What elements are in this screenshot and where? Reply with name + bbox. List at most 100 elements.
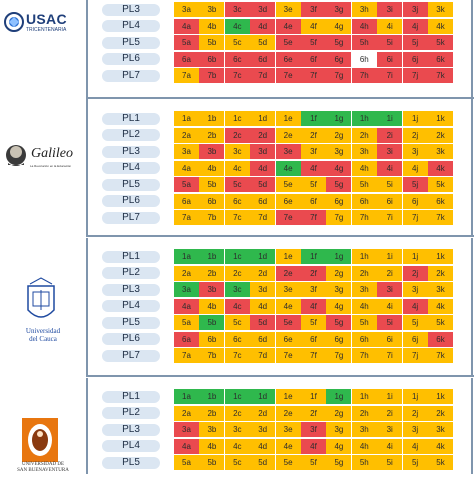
grid-cell: 4b: [199, 438, 225, 454]
grid-cell: 1a: [174, 249, 199, 264]
grid-cell: 4a: [174, 438, 199, 454]
grid-cell: 2h: [351, 405, 377, 421]
grid-cell: 7g: [326, 68, 352, 83]
grid-cell: 5f: [301, 315, 326, 330]
row-label-pl2: PL2: [102, 129, 160, 141]
divider-right: [471, 378, 473, 474]
grid-cell: 3i: [377, 2, 403, 17]
grid-cell: 5j: [402, 315, 428, 330]
row-label-pl6: PL6: [102, 333, 160, 345]
sanbuenaventura-logo: UNIVERSIDAD DE SAN BUENAVENTURA: [0, 378, 86, 474]
row-label-pl1: PL1: [102, 390, 160, 403]
grid-cell: 7h: [351, 68, 377, 83]
grid-cell: 1g: [326, 389, 352, 404]
grid-cell: 2f: [301, 265, 326, 281]
grid-cell: 3h: [351, 144, 377, 159]
grid-cell: 3b: [199, 422, 225, 437]
grid-cell: 2g: [326, 127, 352, 143]
sanbuenaventura-name-line2: SAN BUENAVENTURA: [17, 468, 69, 473]
grid-cell: 3c: [224, 422, 250, 437]
row-label-pl5: PL5: [102, 316, 160, 329]
panel-sanbuenaventura: UNIVERSIDAD DE SAN BUENAVENTURA PL1 1a 1b 1…: [0, 378, 474, 474]
grid-cell: 4d: [250, 160, 276, 176]
row-label-pl3: PL3: [102, 145, 160, 158]
grid-cell: 2a: [174, 265, 199, 281]
grid-cell: 5i: [377, 455, 403, 470]
grid-cell: 7k: [428, 210, 453, 225]
grid-cell: 1h: [351, 389, 377, 404]
grid-cell: 3h: [351, 2, 377, 17]
grid-cell: 3d: [250, 282, 276, 297]
grid-cell: 3e: [275, 282, 301, 297]
row-label-pl6: PL6: [102, 195, 160, 207]
row-label-pl7: PL7: [102, 69, 160, 82]
grid-cell: 1i: [377, 249, 403, 264]
grid-cell: 7i: [377, 68, 403, 83]
grid-cell: 6k: [428, 331, 453, 347]
sanbuenaventura-name-line1: UNIVERSIDAD DE: [21, 462, 65, 467]
grid-cell: 2h: [351, 265, 377, 281]
grid-cell: 6e: [275, 331, 301, 347]
grid-cell: 1e: [275, 111, 301, 126]
grid-cell: 2i: [377, 265, 403, 281]
grid-cell: 6k: [428, 193, 453, 209]
grid-cell: 2c: [224, 265, 250, 281]
grid-cell: 7e: [275, 210, 301, 225]
grid-cell: 7c: [224, 68, 250, 83]
grid-cell: 4i: [377, 438, 403, 454]
grid-cell: 3g: [326, 2, 352, 17]
grid-cell: 1d: [250, 249, 276, 264]
grid-cell: 6i: [377, 193, 403, 209]
grid-cell: 4d: [250, 18, 276, 34]
grid-cell: 6e: [275, 193, 301, 209]
grid-cell: 5j: [402, 35, 428, 50]
usac-seal-icon: [4, 12, 24, 32]
grid-cell: 7j: [402, 68, 428, 83]
row-label-pl2: PL2: [102, 267, 160, 279]
divider-right: [471, 99, 473, 237]
grid-cell: 1c: [224, 389, 250, 404]
grid-cell: 5f: [301, 177, 326, 192]
grid-cell: 6j: [402, 51, 428, 67]
grid-cell: 6e: [275, 51, 301, 67]
grid-cell: 6h: [351, 193, 377, 209]
grid-cell: 6a: [174, 193, 199, 209]
grid-cell: 2k: [428, 127, 453, 143]
grid-cell: 5k: [428, 177, 453, 192]
cauca-logo: Universidad del Cauca: [0, 238, 86, 377]
grid-cell: 7d: [250, 348, 276, 363]
grid-cell: 4e: [275, 18, 301, 34]
grid-cell: 3d: [250, 144, 276, 159]
grid-cell: 5b: [199, 315, 225, 330]
grid-cell: 2a: [174, 405, 199, 421]
panel-galileo: Galileo La Revolución en la Educación PL…: [0, 99, 474, 237]
galileo-subtitle: La Revolución en la Educación: [30, 164, 72, 168]
grid-cell: 4h: [351, 160, 377, 176]
divider-horizontal: [86, 375, 474, 377]
grid-cell: 7g: [326, 348, 352, 363]
grid-cell: 2i: [377, 405, 403, 421]
grid-cell: 3c: [224, 2, 250, 17]
grid-cell: 5h: [351, 455, 377, 470]
grid-cell: 3c: [224, 144, 250, 159]
row-label-pl7: PL7: [102, 349, 160, 362]
grid-cell: 2g: [326, 405, 352, 421]
grid-cell: 3i: [377, 422, 403, 437]
grid-cell: 2g: [326, 265, 352, 281]
grid-cell: 7k: [428, 348, 453, 363]
usac-logo: USAC TRICENTENARIA: [0, 0, 86, 98]
grid-cell: 5k: [428, 455, 453, 470]
grid-cell: 3j: [402, 2, 428, 17]
grid-cell: 7g: [326, 210, 352, 225]
grid-cell: 5a: [174, 455, 199, 470]
grid-cell: 3j: [402, 144, 428, 159]
grid-cell: 5k: [428, 315, 453, 330]
grid-cell: 4j: [402, 438, 428, 454]
grid-cell: 3k: [428, 422, 453, 437]
grid-cell: 3d: [250, 2, 276, 17]
row-label-pl5: PL5: [102, 178, 160, 191]
grid-cell: 1b: [199, 249, 225, 264]
grid-cell: 7b: [199, 348, 225, 363]
grid-cell: 3k: [428, 282, 453, 297]
grid-cell: 4h: [351, 298, 377, 314]
